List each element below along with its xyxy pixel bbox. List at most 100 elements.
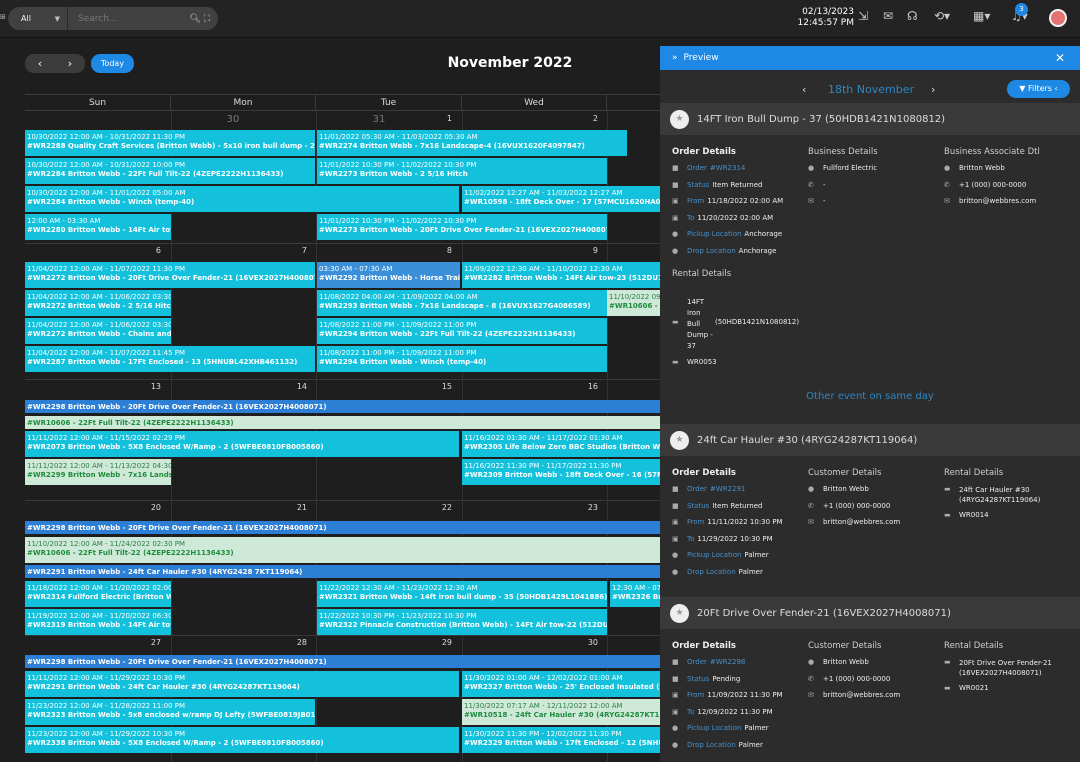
calendar-event[interactable]: 11/10/2022 09: #WR10606 -: [607, 290, 665, 316]
event-time: 11/22/2022 12:30 AM - 11/23/2022 12:30 A…: [319, 584, 478, 592]
menu-icon[interactable]: ⊞: [0, 13, 6, 21]
avatar[interactable]: [1049, 9, 1067, 27]
order-link[interactable]: #WR2298: [709, 658, 746, 666]
calendar-event[interactable]: 12:30 AM - 07: #WR2326 Br: [610, 581, 665, 607]
event-time: 11/22/2022 10:30 PM - 11/23/2022 10:30 P…: [319, 612, 477, 620]
calendar-event[interactable]: 11/08/2022 11:00 PM - 11/09/2022 11:00 P…: [317, 346, 607, 372]
order-link[interactable]: #WR2291: [709, 485, 746, 493]
calendar-event[interactable]: 11/11/2022 12:00 AM - 11/29/2022 10:30 P…: [25, 671, 459, 697]
calendar-event[interactable]: 11/08/2022 11:00 PM - 11/09/2022 11:00 P…: [317, 318, 607, 344]
calendar-event[interactable]: 11/16/2022 11:30 PM - 11/17/2022 11:30 P…: [462, 459, 662, 485]
field-value: britton@webbres.com: [959, 197, 1037, 205]
calendar-icon: ▣: [672, 691, 679, 699]
calendar-event[interactable]: 10/30/2022 12:00 AM - 11/01/2022 05:00 A…: [25, 186, 459, 212]
next-month-button[interactable]: ›: [67, 57, 73, 70]
calendar-event[interactable]: 11/30/2022 11:30 PM - 12/02/2022 11:30 P…: [462, 727, 662, 753]
other-events-link[interactable]: Other event on same day: [806, 391, 934, 402]
calendar-event[interactable]: 11/04/2022 12:00 AM - 11/07/2022 11:30 P…: [25, 262, 315, 288]
calendar-event[interactable]: #WR2298 Britton Webb - 20Ft Drive Over F…: [25, 521, 665, 534]
field-value: (50HDB1421N1080812): [715, 318, 800, 326]
search-scope-select[interactable]: All ▼: [8, 7, 68, 30]
calendar-event[interactable]: 11/23/2022 12:00 AM - 11/28/2022 11:00 P…: [25, 699, 315, 725]
location-icon: ●: [672, 230, 679, 238]
calendar-event[interactable]: 11/08/2022 04:00 AM - 11/09/2022 04:00 A…: [317, 290, 607, 316]
event-time: 11/01/2022 10:30 PM - 11/02/2022 10:30 P…: [319, 217, 477, 225]
calendar-event[interactable]: 12:00 AM - 03:30 AM #WR2280 Britton Webb …: [25, 214, 171, 240]
filters-button[interactable]: ▼ Filters ‹: [1007, 80, 1070, 98]
calendar-event[interactable]: 03:30 AM - 07:30 AM #WR2292 Britton Webb …: [317, 262, 460, 288]
calendar-event[interactable]: 10/30/2022 12:00 AM - 10/31/2022 11:30 P…: [25, 130, 315, 156]
event-title: #WR2282 Britton Webb - 14Ft Air tow-23 (…: [464, 274, 662, 282]
calendar-event[interactable]: 11/30/2022 07:17 AM - 12/11/2022 12:00 A…: [462, 699, 662, 725]
calendar-event[interactable]: 11/16/2022 01:30 AM - 11/17/2022 01:30 A…: [462, 431, 662, 457]
day-header: Mon: [171, 94, 316, 111]
calendar-event[interactable]: #WR10606 - 22Ft Full Tilt-22 (4ZEPE2222H…: [25, 416, 665, 429]
chat-icon[interactable]: ✉: [883, 9, 894, 23]
calendar-event[interactable]: 11/22/2022 12:30 AM - 11/23/2022 12:30 A…: [317, 581, 607, 607]
next-day-button[interactable]: ›: [931, 83, 936, 96]
calendar-event[interactable]: #WR2291 Britton Webb - 24ft Car Hauler #…: [25, 565, 665, 578]
calendar-event[interactable]: 11/10/2022 12:00 AM - 11/24/2022 02:30 P…: [25, 537, 665, 563]
field-value: Palmer: [738, 567, 763, 576]
calendar-event[interactable]: 11/30/2022 01:00 AM - 12/02/2022 01:00 A…: [462, 671, 662, 697]
field-value: 20Ft Drive Over Fender-21 (16VEX2027H400…: [959, 659, 1052, 677]
calendar-event[interactable]: 11/04/2022 12:00 AM - 11/07/2022 11:45 P…: [25, 346, 315, 372]
calendar-event[interactable]: 11/09/2022 12:30 AM - 11/10/2022 12:30 A…: [462, 262, 662, 288]
calendar-event[interactable]: 10/30/2022 12:00 AM - 10/31/2022 10:00 P…: [25, 158, 315, 184]
today-button[interactable]: Today: [91, 54, 134, 73]
card-header[interactable]: ★ 20Ft Drive Over Fender-21 (16VEX2027H40…: [660, 597, 1080, 629]
order-link[interactable]: #WR2314: [709, 164, 746, 172]
preview-date-nav: ‹ 18th November › ▼ Filters ‹: [660, 80, 1080, 98]
event-time: 11/08/2022 11:00 PM - 11/09/2022 11:00 P…: [319, 349, 477, 357]
card-header[interactable]: ★ 24ft Car Hauler #30 (4RYG24287KT119064): [660, 424, 1080, 456]
calendar-event[interactable]: 11/19/2022 12:00 AM - 11/20/2022 06:30 A…: [25, 609, 171, 635]
barcode-scan-icon[interactable]: ⛶: [203, 13, 210, 24]
calendar-event[interactable]: #WR2298 Britton Webb - 20Ft Drive Over F…: [25, 400, 665, 413]
day-header: Wed: [462, 94, 607, 111]
calendar-event[interactable]: #WR2298 Britton Webb - 20Ft Drive Over F…: [25, 655, 665, 668]
search-icon[interactable]: 🔍︎: [189, 13, 201, 24]
field-value: britton@webbres.com: [823, 691, 901, 699]
calendar-event[interactable]: 11/01/2022 05:30 AM - 11/03/2022 05:30 A…: [317, 130, 627, 156]
column-heading: Rental Details: [944, 468, 1004, 478]
logout-icon[interactable]: ⇲: [858, 9, 869, 23]
event-title: #WR2294 Britton Webb - 22Ft Full Tilt-22…: [319, 330, 576, 338]
calendar-event[interactable]: 11/18/2022 12:00 AM - 11/20/2022 02:00 A…: [25, 581, 171, 607]
calendar-event[interactable]: 11/04/2022 12:00 AM - 11/06/2022 03:30 A…: [25, 290, 171, 316]
receipt-icon: ■: [672, 485, 679, 493]
day-number: 9: [592, 246, 598, 255]
event-time: 11/23/2022 12:00 AM - 11/28/2022 11:00 P…: [27, 702, 186, 710]
apps-grid-icon[interactable]: ▦▾: [973, 9, 991, 23]
user-icon: ●: [808, 658, 815, 666]
card-title: 24ft Car Hauler #30 (4RYG24287KT119064): [697, 434, 918, 446]
field-label: Status: [687, 180, 710, 189]
calendar-event[interactable]: 11/01/2022 10:30 PM - 11/02/2022 10:30 P…: [317, 214, 607, 240]
column-heading: Business Details: [808, 147, 878, 157]
calendar-event[interactable]: 11/23/2022 12:00 AM - 11/29/2022 10:30 P…: [25, 727, 459, 753]
prev-month-button[interactable]: ‹: [37, 57, 43, 70]
event-title: #WR2287 Britton Webb - 17Ft Enclosed - 1…: [27, 358, 298, 366]
calendar-event[interactable]: 11/04/2022 12:00 AM - 11/06/2022 03:30 A…: [25, 318, 171, 344]
calendar-event[interactable]: 11/02/2022 12:27 AM - 11/03/2022 12:27 A…: [462, 186, 662, 212]
card-title: 14FT Iron Bull Dump - 37 (50HDB1421N1080…: [697, 113, 946, 125]
trailer-icon: ▬: [944, 511, 951, 519]
column-heading: Rental Details: [672, 269, 732, 279]
event-title: #WR2272 Britton Webb - 20Ft Drive Over F…: [27, 274, 315, 282]
search-input[interactable]: [68, 13, 190, 24]
collapse-icon[interactable]: »: [672, 53, 678, 63]
associate-details: Rental Details ▬ 24ft Car Hauler #30 (4RYG…: [944, 468, 1074, 528]
history-icon[interactable]: ⟲▾: [934, 9, 951, 23]
calendar-event[interactable]: 11/01/2022 10:30 PM - 11/02/2022 10:30 P…: [317, 158, 607, 184]
calendar-event[interactable]: 11/11/2022 12:00 AM - 11/13/2022 04:30 A…: [25, 459, 171, 485]
location-icon: ●: [672, 740, 679, 749]
trailer-icon: ▬: [944, 658, 951, 666]
card-header[interactable]: ★ 14FT Iron Bull Dump - 37 (50HDB1421N108…: [660, 103, 1080, 135]
support-icon[interactable]: ☊: [907, 9, 918, 23]
prev-day-button[interactable]: ‹: [802, 83, 807, 96]
calendar-event[interactable]: 11/22/2022 10:30 PM - 11/23/2022 10:30 P…: [317, 609, 607, 635]
event-time: 11/16/2022 01:30 AM - 11/17/2022 01:30 A…: [464, 434, 623, 442]
field-value: +1 (000) 000-0000: [823, 501, 891, 510]
field-label: Order: [687, 658, 707, 666]
calendar-event[interactable]: 11/11/2022 12:00 AM - 11/15/2022 02:29 P…: [25, 431, 459, 457]
close-icon[interactable]: ✕: [1054, 51, 1065, 65]
